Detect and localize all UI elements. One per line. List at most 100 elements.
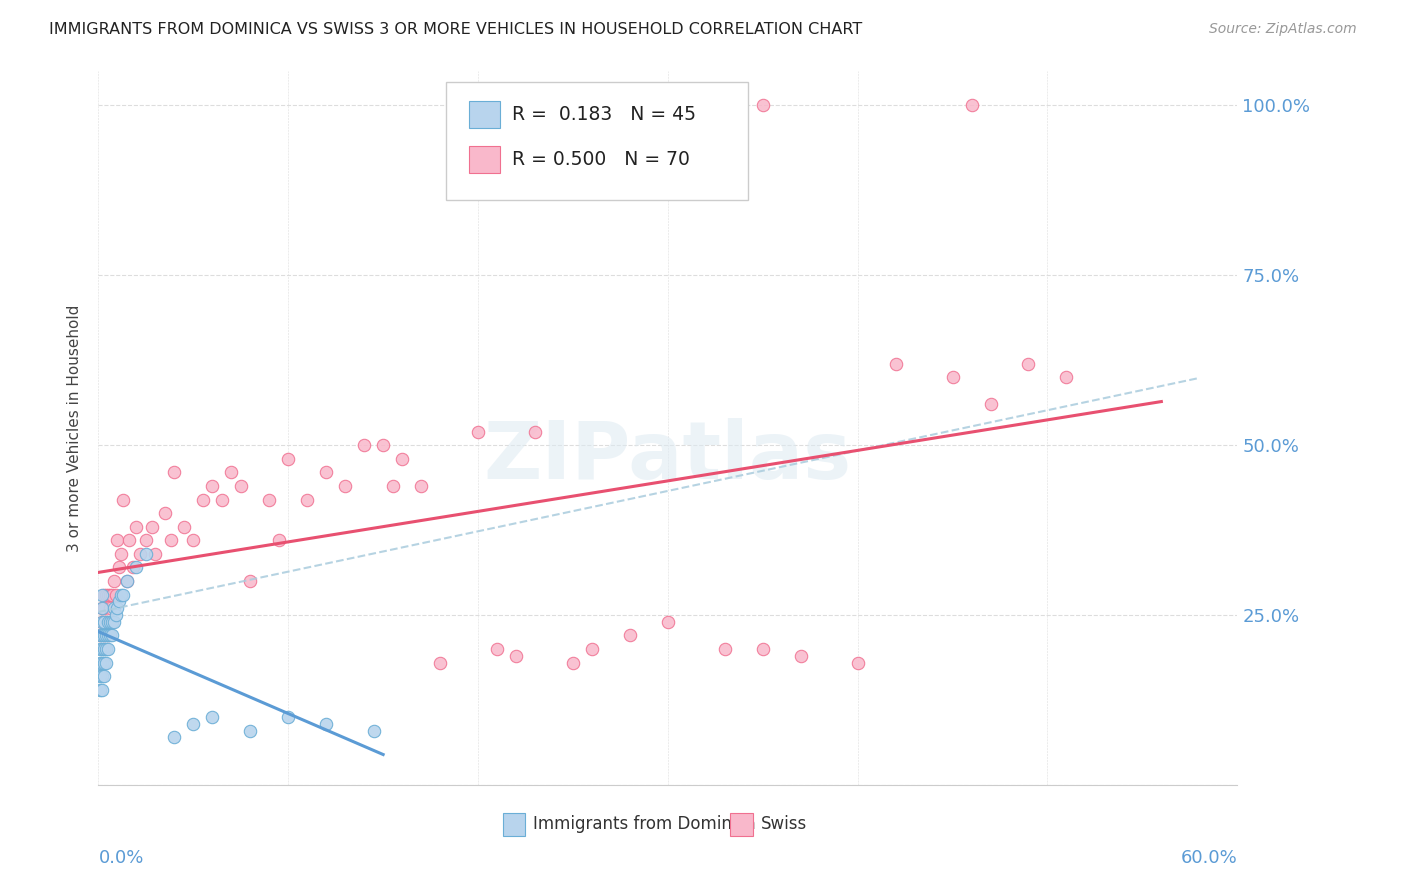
Point: [100, 588, 122, 602]
Point: [97, 615, 120, 629]
Point: [93, 628, 115, 642]
Point: [1056, 370, 1078, 384]
Point: [129, 547, 152, 561]
Point: [91, 628, 114, 642]
Text: 60.0%: 60.0%: [1181, 849, 1237, 867]
Point: [371, 438, 394, 452]
Point: [121, 560, 143, 574]
Point: [91, 601, 114, 615]
Point: [97, 588, 120, 602]
Point: [657, 615, 679, 629]
Point: [118, 533, 141, 548]
Point: [979, 397, 1001, 411]
Point: [790, 648, 813, 663]
Point: [259, 492, 281, 507]
Point: [107, 533, 129, 548]
Point: [89, 656, 111, 670]
Point: [201, 479, 224, 493]
Point: [98, 615, 121, 629]
Point: [183, 716, 205, 731]
Point: [239, 723, 262, 738]
Point: [125, 560, 148, 574]
Point: [135, 547, 157, 561]
Text: R =  0.183   N = 45: R = 0.183 N = 45: [512, 105, 696, 124]
Point: [211, 492, 233, 507]
Point: [846, 656, 869, 670]
Point: [91, 615, 114, 629]
Point: [110, 588, 132, 602]
Point: [486, 642, 509, 657]
Point: [104, 608, 127, 623]
Point: [91, 588, 114, 602]
Point: [97, 642, 120, 657]
Point: [89, 669, 111, 683]
Point: [135, 533, 157, 548]
Point: [315, 466, 337, 480]
Point: [103, 574, 125, 588]
Point: [91, 601, 114, 615]
Point: [93, 588, 115, 602]
Point: [104, 588, 127, 602]
Point: [1018, 357, 1040, 371]
Point: [100, 628, 122, 642]
Point: [467, 425, 489, 439]
Point: [163, 731, 186, 745]
Point: [91, 656, 114, 670]
Point: [201, 710, 224, 724]
Point: [183, 533, 205, 548]
Point: [960, 98, 983, 112]
Point: [752, 98, 775, 112]
Point: [91, 682, 114, 697]
Point: [391, 451, 413, 466]
Bar: [731, 813, 754, 837]
Text: Immigrants from Dominica: Immigrants from Dominica: [533, 815, 756, 833]
Point: [93, 628, 115, 642]
Point: [239, 574, 262, 588]
Point: [159, 533, 181, 548]
Point: [89, 682, 111, 697]
Point: [505, 648, 527, 663]
Bar: [468, 146, 501, 173]
Point: [112, 492, 135, 507]
Point: [112, 588, 135, 602]
Point: [93, 601, 115, 615]
Point: [93, 656, 115, 670]
Y-axis label: 3 or more Vehicles in Household: 3 or more Vehicles in Household: [67, 304, 83, 552]
Point: [752, 642, 775, 657]
Text: Source: ZipAtlas.com: Source: ZipAtlas.com: [1209, 22, 1357, 37]
Point: [353, 438, 375, 452]
Point: [91, 669, 114, 683]
Text: 0.0%: 0.0%: [98, 849, 143, 867]
Point: [93, 642, 115, 657]
Point: [163, 466, 186, 480]
Point: [277, 710, 299, 724]
Point: [94, 642, 117, 657]
Point: [98, 588, 121, 602]
Point: [942, 370, 965, 384]
Point: [191, 492, 214, 507]
Point: [173, 519, 195, 533]
Point: [93, 615, 115, 629]
Point: [411, 479, 433, 493]
Text: R = 0.500   N = 70: R = 0.500 N = 70: [512, 151, 690, 169]
Point: [145, 547, 167, 561]
Text: Swiss: Swiss: [761, 815, 807, 833]
Text: ZIPatlas: ZIPatlas: [484, 417, 852, 496]
FancyBboxPatch shape: [446, 82, 748, 200]
Bar: [468, 102, 501, 128]
Point: [97, 628, 120, 642]
Point: [562, 656, 585, 670]
Point: [429, 656, 451, 670]
Point: [89, 628, 111, 642]
Point: [115, 574, 138, 588]
Point: [335, 479, 357, 493]
Point: [107, 601, 129, 615]
Point: [153, 506, 176, 520]
Point: [714, 642, 737, 657]
Point: [381, 479, 404, 493]
Text: IMMIGRANTS FROM DOMINICA VS SWISS 3 OR MORE VEHICLES IN HOUSEHOLD CORRELATION CH: IMMIGRANTS FROM DOMINICA VS SWISS 3 OR M…: [49, 22, 862, 37]
Point: [93, 669, 115, 683]
Point: [141, 519, 163, 533]
Point: [884, 357, 907, 371]
Point: [221, 466, 243, 480]
